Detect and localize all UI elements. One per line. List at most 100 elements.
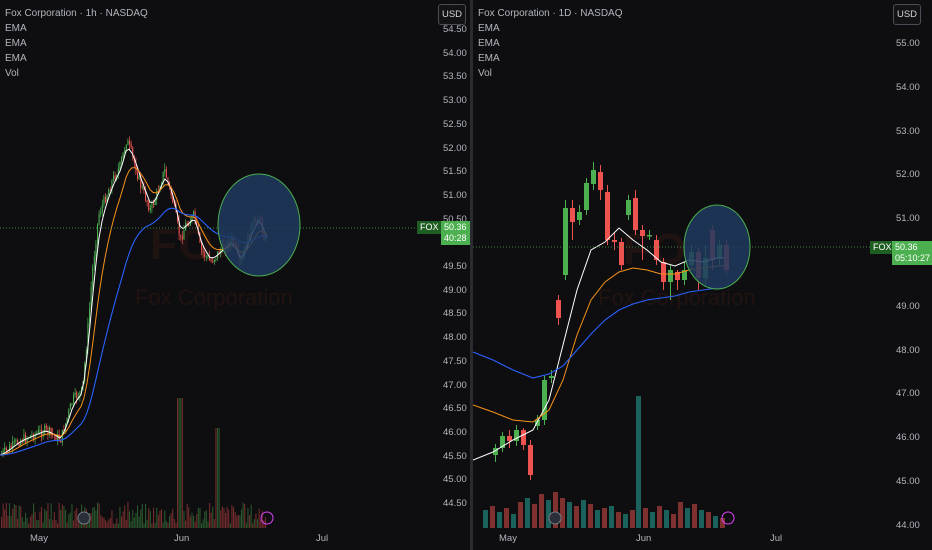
candle-body — [212, 261, 214, 263]
volume-bar — [103, 517, 105, 528]
candle-body — [103, 197, 105, 205]
volume-bar — [212, 506, 214, 528]
candle-body — [213, 259, 215, 263]
right-chart-canvas[interactable] — [473, 0, 932, 550]
volume-bar — [154, 522, 156, 528]
volume-bar — [602, 508, 607, 528]
left-vol[interactable]: Vol — [5, 68, 19, 79]
volume-bar — [167, 522, 169, 528]
volume-bar — [105, 520, 107, 528]
volume-bar — [100, 515, 102, 528]
time-tick-label: Jul — [770, 533, 783, 544]
left-currency-button[interactable]: USD — [438, 4, 466, 25]
volume-bar — [265, 517, 267, 528]
volume-bar — [181, 398, 183, 528]
volume-bar — [231, 505, 233, 528]
volume-bar — [101, 517, 103, 528]
candle-body — [66, 417, 68, 424]
candle-body — [36, 433, 38, 435]
volume-bar — [175, 522, 177, 528]
price-tick-label: 53.50 — [443, 71, 467, 83]
price-tick-label: 54.00 — [443, 47, 467, 59]
volume-bar — [124, 505, 126, 528]
left-chart-title[interactable]: Fox Corporation · 1h · NASDAQ — [5, 8, 148, 19]
candle-body — [5, 447, 7, 450]
right-ema-2[interactable]: EMA — [478, 38, 500, 49]
candle-body — [640, 230, 645, 236]
volume-bar — [44, 509, 46, 528]
right-vol[interactable]: Vol — [478, 68, 492, 79]
right-last-price: 50.36 05:10:27 — [892, 241, 932, 265]
candle-body — [17, 440, 19, 444]
left-chart-pane[interactable]: FOX Fox Corporation Fox Corporation · 1h… — [0, 0, 470, 550]
left-chart-canvas[interactable] — [0, 0, 470, 550]
candle-body — [143, 187, 145, 191]
watermark-name: Fox Corporation — [598, 285, 756, 310]
volume-bar — [169, 516, 171, 528]
volume-bar — [511, 514, 516, 528]
volume-bar — [12, 508, 14, 528]
candle-body — [165, 169, 167, 178]
volume-bar — [55, 519, 57, 528]
price-tick-label: 49.50 — [443, 261, 467, 272]
right-currency-button[interactable]: USD — [893, 4, 921, 25]
volume-bar — [539, 494, 544, 528]
pane-separator[interactable] — [470, 0, 473, 550]
volume-bar — [253, 519, 255, 528]
volume-bar — [129, 511, 131, 528]
volume-bar — [226, 506, 228, 528]
volume-bar — [116, 518, 118, 528]
candle-body — [97, 223, 99, 244]
volume-bar — [77, 516, 79, 528]
volume-bar — [109, 517, 111, 528]
price-tick-label: 48.00 — [443, 332, 467, 344]
candle-body — [563, 208, 568, 275]
volume-bar — [34, 511, 36, 528]
volume-bar — [5, 502, 7, 528]
volume-bar — [245, 522, 247, 528]
candle-body — [151, 202, 153, 208]
candle-body — [148, 202, 150, 211]
candle-body — [68, 409, 70, 418]
events-icon — [77, 511, 91, 525]
left-ema-3[interactable]: EMA — [5, 53, 27, 64]
price-tick-label: 52.50 — [443, 118, 467, 130]
volume-bar — [630, 510, 635, 528]
volume-bar — [106, 522, 108, 528]
right-chart-title[interactable]: Fox Corporation · 1D · NASDAQ — [478, 8, 623, 19]
right-legend: Fox Corporation · 1D · NASDAQ EMA EMA EM… — [478, 6, 623, 81]
candle-body — [23, 434, 25, 443]
right-chart-pane[interactable]: FOX Fox Corporation Fox Corporation · 1D… — [473, 0, 932, 550]
left-ema-2[interactable]: EMA — [5, 38, 27, 49]
left-ema-1[interactable]: EMA — [5, 23, 27, 34]
candle-body — [2, 450, 4, 455]
volume-bar — [616, 512, 621, 528]
volume-bar — [196, 514, 198, 528]
candle-body — [577, 212, 582, 220]
volume-bar — [233, 507, 235, 528]
candle-body — [542, 380, 547, 420]
volume-bar — [241, 509, 243, 528]
candle-body — [105, 197, 107, 203]
volume-bar — [130, 521, 132, 528]
volume-bar — [28, 523, 30, 528]
candle-body — [89, 307, 91, 324]
right-ema-3[interactable]: EMA — [478, 53, 500, 64]
volume-bar — [173, 519, 175, 528]
candle-body — [31, 434, 33, 436]
candle-body — [50, 427, 52, 434]
volume-bar — [205, 510, 207, 528]
right-ema-1[interactable]: EMA — [478, 23, 500, 34]
price-tick-label: 46.50 — [443, 403, 467, 415]
candle-body — [18, 443, 20, 446]
left-legend: Fox Corporation · 1h · NASDAQ EMA EMA EM… — [5, 6, 148, 81]
ema-fast-line — [0, 148, 268, 456]
volume-bar — [33, 503, 35, 528]
candle-body — [132, 147, 134, 157]
volume-bar — [237, 514, 239, 528]
price-tick-label: 52.00 — [443, 142, 467, 154]
volume-bar — [261, 510, 263, 528]
volume-bar — [252, 523, 254, 528]
volume-bar — [221, 506, 223, 528]
candle-body — [125, 144, 127, 150]
